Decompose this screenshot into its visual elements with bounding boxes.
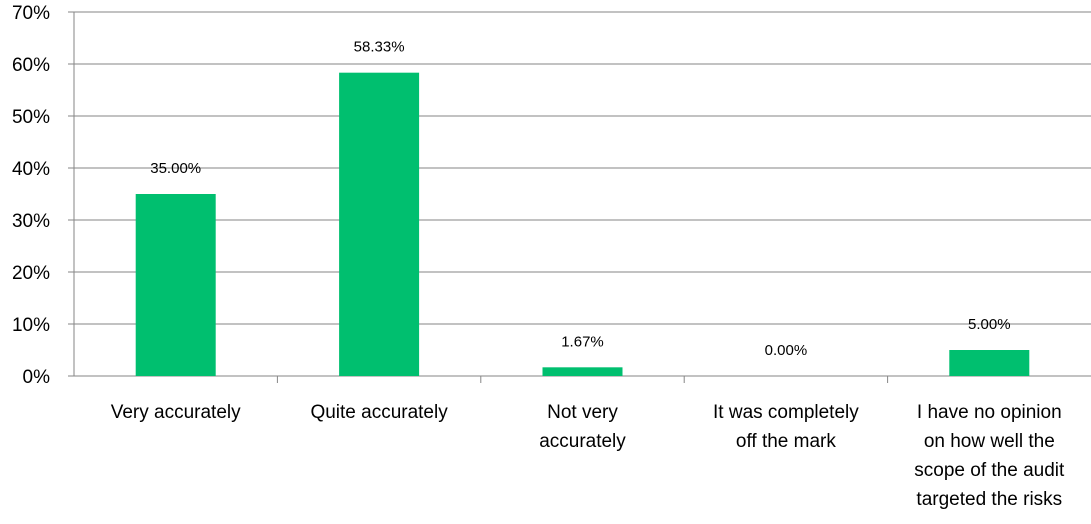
x-tick-label: targeted the risks — [916, 489, 1062, 510]
data-label: 1.67% — [561, 333, 604, 350]
x-tick-label: I have no opinion — [917, 402, 1062, 423]
data-label: 35.00% — [150, 160, 201, 177]
x-tick-label: accurately — [539, 431, 626, 452]
bar — [339, 72, 420, 377]
bar — [949, 350, 1030, 376]
y-tick-label: 30% — [12, 211, 50, 232]
x-tick-label: scope of the audit — [914, 460, 1065, 481]
y-tick-label: 0% — [23, 367, 51, 388]
x-tick-label: Very accurately — [111, 402, 241, 423]
bar — [135, 194, 216, 376]
data-label: 0.00% — [765, 342, 808, 359]
data-label: 5.00% — [968, 316, 1011, 333]
x-tick-label: on how well the — [924, 431, 1055, 452]
y-tick-label: 40% — [12, 159, 50, 180]
x-tick-label: Not very — [547, 402, 618, 423]
bar — [542, 367, 623, 376]
y-tick-label: 20% — [12, 263, 50, 284]
x-tick-label: off the mark — [736, 431, 836, 452]
y-tick-label: 10% — [12, 315, 50, 336]
y-tick-label: 70% — [12, 3, 50, 24]
y-tick-label: 60% — [12, 55, 50, 76]
x-tick-label: Quite accurately — [310, 402, 448, 423]
data-label: 58.33% — [354, 39, 405, 56]
x-tick-label: It was completely — [713, 402, 859, 423]
y-tick-label: 50% — [12, 107, 50, 128]
